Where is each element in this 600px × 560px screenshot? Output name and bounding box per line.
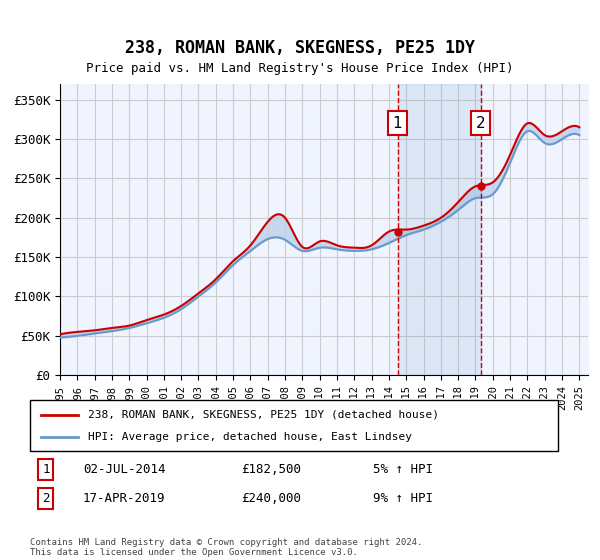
Text: £182,500: £182,500: [241, 463, 301, 476]
Text: 238, ROMAN BANK, SKEGNESS, PE25 1DY (detached house): 238, ROMAN BANK, SKEGNESS, PE25 1DY (det…: [88, 409, 439, 419]
Text: Contains HM Land Registry data © Crown copyright and database right 2024.
This d: Contains HM Land Registry data © Crown c…: [30, 538, 422, 557]
Text: HPI: Average price, detached house, East Lindsey: HPI: Average price, detached house, East…: [88, 432, 412, 442]
Text: 02-JUL-2014: 02-JUL-2014: [83, 463, 166, 476]
Text: 1: 1: [42, 463, 50, 476]
Text: 9% ↑ HPI: 9% ↑ HPI: [373, 492, 433, 505]
Text: 5% ↑ HPI: 5% ↑ HPI: [373, 463, 433, 476]
Text: 17-APR-2019: 17-APR-2019: [83, 492, 166, 505]
Text: 2: 2: [42, 492, 50, 505]
Bar: [398, 84, 481, 375]
Text: Price paid vs. HM Land Registry's House Price Index (HPI): Price paid vs. HM Land Registry's House …: [86, 62, 514, 74]
Text: £240,000: £240,000: [241, 492, 301, 505]
Text: 238, ROMAN BANK, SKEGNESS, PE25 1DY: 238, ROMAN BANK, SKEGNESS, PE25 1DY: [125, 39, 475, 57]
Text: 2: 2: [476, 116, 485, 131]
Text: 1: 1: [393, 116, 403, 131]
FancyBboxPatch shape: [30, 400, 558, 451]
